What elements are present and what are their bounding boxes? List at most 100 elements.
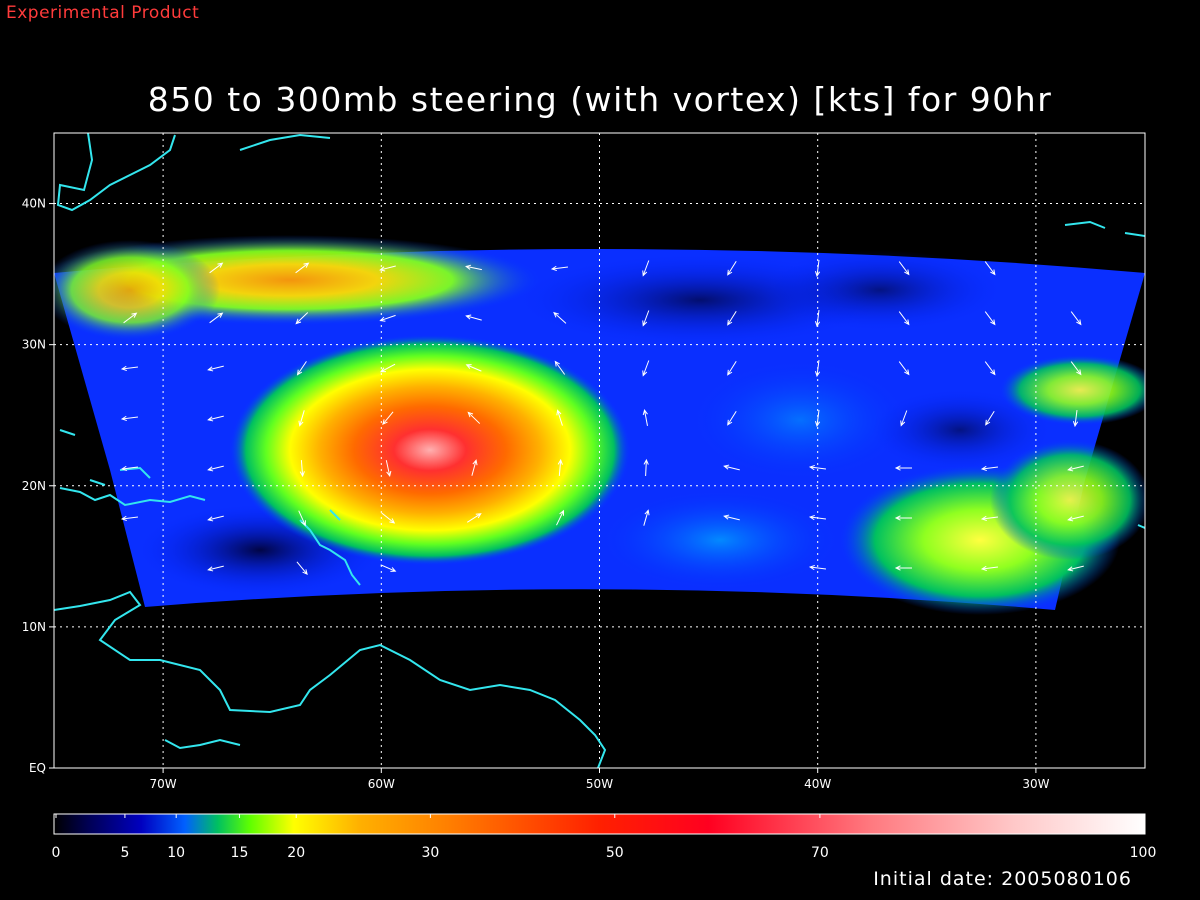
coastline-maritimes <box>239 133 331 151</box>
lon-tick-label: 30W <box>1022 777 1049 791</box>
steering-vector-arrow <box>900 410 908 427</box>
steering-vector-arrow <box>643 509 650 526</box>
steering-vector-arrow <box>120 515 139 522</box>
steering-vector-arrow <box>808 464 827 471</box>
steering-vector-arrow <box>465 314 482 321</box>
initial-date: Initial date: 2005080106 <box>873 868 1132 890</box>
steering-vector-arrow <box>207 515 224 522</box>
steering-vector-arrow <box>556 409 563 426</box>
steering-vector-arrow <box>382 411 394 426</box>
colorbar-tick-label: 0 <box>52 845 61 861</box>
steering-vector-arrow <box>467 411 481 424</box>
colorbar-tick-label: 15 <box>231 845 249 861</box>
steering-vector-arrow <box>556 509 565 526</box>
colorbar <box>53 813 1146 835</box>
steering-vector-arrow <box>379 363 396 373</box>
colorbar-tick-label: 5 <box>120 845 129 861</box>
steering-vector-arrow <box>465 364 482 372</box>
colorbar-tick-label: 10 <box>167 845 185 861</box>
steering-vector-arrow <box>120 465 139 472</box>
steering-vector-arrow <box>207 415 224 422</box>
steering-vector-arrow <box>207 565 224 572</box>
steering-vector-arrow <box>642 409 648 426</box>
steering-vector-arrow <box>557 458 563 477</box>
steering-vector-arrow <box>379 314 396 322</box>
lat-tick-label: 10N <box>22 620 46 634</box>
steering-vector-arrow <box>727 260 737 276</box>
steering-vector-arrow <box>980 515 999 522</box>
steering-vector-arrow <box>894 565 912 571</box>
east-maximum <box>1000 355 1145 425</box>
steering-vector-arrow <box>1067 515 1084 522</box>
steering-vector-arrow <box>894 515 912 521</box>
steering-vector-arrow <box>898 261 910 276</box>
colorbar-tick-label: 20 <box>287 845 305 861</box>
steering-vector-arrow <box>984 261 996 276</box>
steering-vector-arrow <box>643 458 649 477</box>
latitude-axis: EQ 10N 20N 30N 40N <box>22 197 54 775</box>
steering-vector-arrow <box>207 465 224 472</box>
steering-vector-arrow <box>723 514 740 521</box>
steering-vector-arrow <box>207 365 224 372</box>
steering-vectors <box>120 259 1084 576</box>
steering-vector-arrow <box>296 561 308 576</box>
steering-vector-arrow <box>642 360 650 377</box>
steering-vector-arrow <box>209 262 224 274</box>
steering-vector-arrow <box>980 465 999 472</box>
steering-vector-arrow <box>808 564 827 571</box>
longitude-axis: 70W 60W 50W 40W 30W <box>150 768 1050 791</box>
colorbar-tick-label: 50 <box>606 845 624 861</box>
steering-vector-arrow <box>814 259 821 278</box>
steering-vector-arrow <box>120 415 139 422</box>
steering-field <box>54 235 1145 615</box>
coastline-africa-fragment <box>1064 220 1145 529</box>
lon-tick-label: 60W <box>368 777 395 791</box>
steering-vector-arrow <box>642 310 650 327</box>
steering-vector-arrow <box>985 410 995 426</box>
steering-vector-arrow <box>385 460 392 477</box>
steering-vector-arrow <box>471 459 478 476</box>
steering-vector-arrow <box>723 464 740 471</box>
map-title: 850 to 300mb steering (with vortex) [kts… <box>147 80 1053 119</box>
lat-tick-label: 40N <box>22 197 46 211</box>
product-tag: Experimental Product <box>6 3 200 23</box>
steering-vector-arrow <box>1067 465 1084 472</box>
steering-vector-arrow <box>984 311 996 326</box>
lon-tick-label: 50W <box>586 777 613 791</box>
lon-tick-label: 70W <box>150 777 177 791</box>
lat-tick-label: EQ <box>29 761 46 775</box>
steering-vector-arrow <box>1070 311 1082 326</box>
steering-vector-arrow <box>727 360 737 376</box>
lat-tick-label: 30N <box>22 338 46 352</box>
steering-vector-arrow <box>1072 410 1079 428</box>
steering-vector-arrow <box>299 459 305 478</box>
coastline-lesser-antilles <box>299 509 361 586</box>
lat-tick-label: 20N <box>22 479 46 493</box>
steering-vector-arrow <box>379 265 396 272</box>
steering-vector-arrow <box>980 565 999 572</box>
steering-vector-arrow <box>381 512 396 524</box>
steering-vector-arrow <box>298 510 306 527</box>
steering-vector-arrow <box>553 311 567 324</box>
steering-vector-arrow <box>550 265 569 272</box>
steering-vector-arrow <box>298 410 305 427</box>
vortex-core <box>230 335 630 565</box>
steering-vector-arrow <box>466 513 482 523</box>
colorbar-tick-label: 70 <box>811 845 829 861</box>
steering-vector-arrow <box>554 360 566 375</box>
coastline-south-america <box>54 590 607 768</box>
steering-vector-arrow <box>898 311 910 326</box>
steering-vector-arrow <box>380 564 397 572</box>
steering-vector-arrow <box>814 409 821 428</box>
map-gridlines <box>54 133 1145 768</box>
steering-vector-arrow <box>814 309 821 328</box>
coastlines <box>54 133 1145 768</box>
steering-vector-arrow <box>465 264 482 271</box>
steering-vector-arrow <box>295 262 310 274</box>
steering-vector-arrow <box>1067 565 1084 572</box>
steering-vector-arrow <box>209 312 224 324</box>
steering-vector-arrow <box>296 361 307 376</box>
coastline-greater-antilles <box>59 429 206 507</box>
steering-vector-arrow <box>123 312 138 324</box>
